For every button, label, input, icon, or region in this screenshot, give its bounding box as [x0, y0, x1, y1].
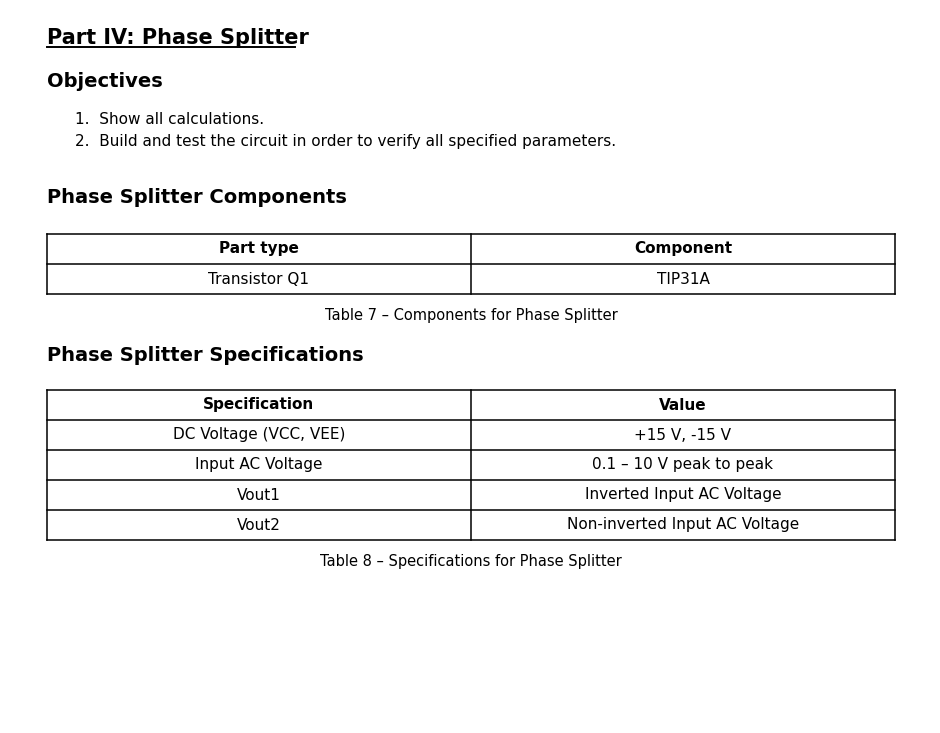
Text: Part type: Part type	[219, 241, 299, 257]
Text: Objectives: Objectives	[47, 72, 163, 91]
Text: Phase Splitter Components: Phase Splitter Components	[47, 188, 347, 207]
Text: Component: Component	[634, 241, 732, 257]
Text: Transistor Q1: Transistor Q1	[209, 271, 309, 287]
Text: Input AC Voltage: Input AC Voltage	[196, 457, 322, 473]
Text: 1.  Show all calculations.: 1. Show all calculations.	[75, 112, 264, 127]
Text: Specification: Specification	[203, 397, 315, 413]
Text: Inverted Input AC Voltage: Inverted Input AC Voltage	[585, 487, 781, 503]
Text: DC Voltage (VCC, VEE): DC Voltage (VCC, VEE)	[173, 427, 345, 443]
Text: Value: Value	[659, 397, 707, 413]
Text: Non-inverted Input AC Voltage: Non-inverted Input AC Voltage	[567, 517, 799, 532]
Text: 2.  Build and test the circuit in order to verify all specified parameters.: 2. Build and test the circuit in order t…	[75, 134, 616, 149]
Text: Vout1: Vout1	[237, 487, 281, 503]
Text: Table 8 – Specifications for Phase Splitter: Table 8 – Specifications for Phase Split…	[321, 554, 622, 569]
Text: 0.1 – 10 V peak to peak: 0.1 – 10 V peak to peak	[592, 457, 774, 473]
Text: Phase Splitter Specifications: Phase Splitter Specifications	[47, 346, 364, 365]
Text: Table 7 – Components for Phase Splitter: Table 7 – Components for Phase Splitter	[324, 308, 618, 323]
Text: TIP31A: TIP31A	[656, 271, 710, 287]
Text: +15 V, -15 V: +15 V, -15 V	[634, 427, 731, 443]
Text: Vout2: Vout2	[237, 517, 281, 532]
Text: Part IV: Phase Splitter: Part IV: Phase Splitter	[47, 28, 309, 48]
